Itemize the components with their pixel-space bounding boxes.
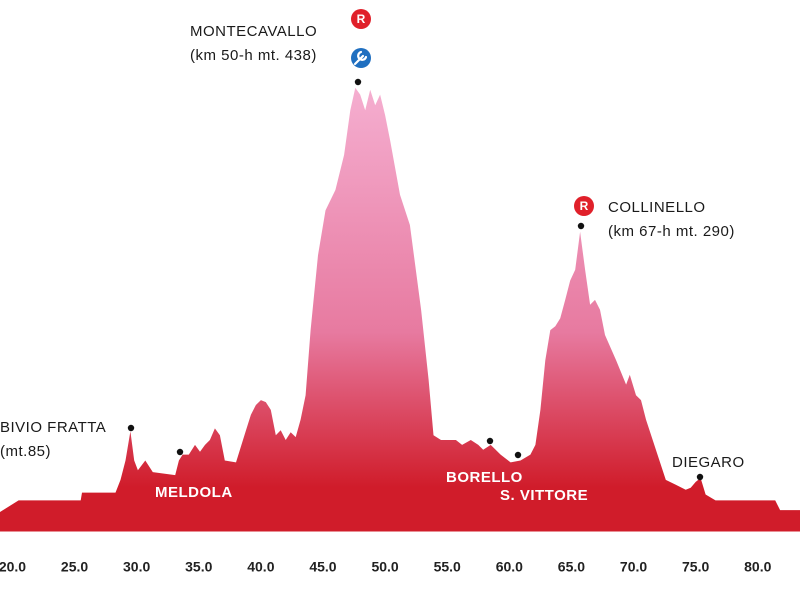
location-dot xyxy=(127,424,135,432)
x-tick-label: 65.0 xyxy=(558,559,585,575)
location-name: COLLINELLO xyxy=(608,199,706,216)
location-name: MONTECAVALLO xyxy=(190,23,317,40)
wrench xyxy=(353,50,368,66)
location-dot xyxy=(577,222,585,230)
location-dot xyxy=(486,437,494,445)
x-tick-label: 60.0 xyxy=(496,559,523,575)
x-tick-label: 20.0 xyxy=(0,559,26,575)
location-dot xyxy=(514,451,522,459)
x-tick-label: 30.0 xyxy=(123,559,150,575)
refreshment-icon-label: R xyxy=(357,12,366,26)
x-tick-label: 55.0 xyxy=(434,559,461,575)
x-tick-label: 50.0 xyxy=(371,559,398,575)
location-name: MELDOLA xyxy=(155,484,233,501)
location-detail: (km 67-h mt. 290) xyxy=(608,223,735,240)
location-detail: (mt.85) xyxy=(0,443,51,460)
x-tick-label: 35.0 xyxy=(185,559,212,575)
x-tick-label: 25.0 xyxy=(61,559,88,575)
x-tick-label: 70.0 xyxy=(620,559,647,575)
location-name: S. VITTORE xyxy=(500,487,588,504)
refreshment-icon xyxy=(351,9,371,29)
x-tick-label: 45.0 xyxy=(309,559,336,575)
location-name: BORELLO xyxy=(446,469,523,486)
elevation-area xyxy=(0,87,800,532)
x-tick-label: 40.0 xyxy=(247,559,274,575)
location-name: DIEGARO xyxy=(672,454,745,471)
x-tick-label: 75.0 xyxy=(682,559,709,575)
refreshment-icon xyxy=(574,196,594,216)
location-dot xyxy=(354,78,362,86)
refreshment-icon-label: R xyxy=(580,199,589,213)
location-name: BIVIO FRATTA xyxy=(0,419,106,436)
location-dot xyxy=(696,473,704,481)
location-dot xyxy=(176,448,184,456)
location-detail: (km 50-h mt. 438) xyxy=(190,47,317,64)
x-tick-label: 80.0 xyxy=(744,559,771,575)
